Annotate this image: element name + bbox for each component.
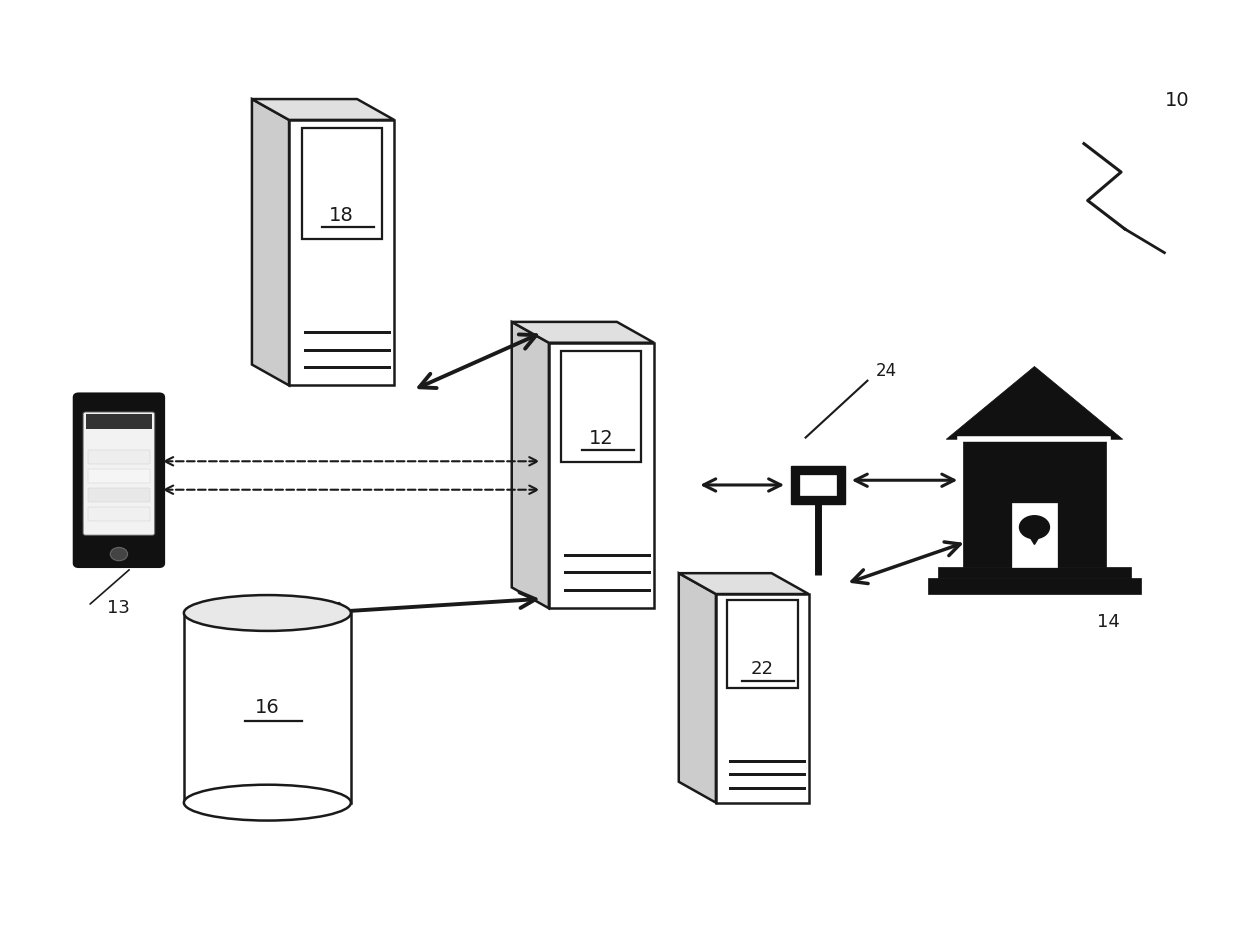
Polygon shape: [928, 578, 1141, 594]
Polygon shape: [562, 351, 641, 462]
Ellipse shape: [184, 785, 351, 821]
Polygon shape: [86, 414, 153, 430]
Polygon shape: [800, 475, 836, 495]
Polygon shape: [963, 439, 1106, 567]
Text: 24: 24: [875, 362, 897, 380]
Text: 18: 18: [330, 206, 353, 225]
Polygon shape: [252, 99, 394, 120]
Polygon shape: [88, 450, 150, 464]
Polygon shape: [88, 488, 150, 502]
Text: 10: 10: [1164, 91, 1189, 110]
Polygon shape: [252, 99, 289, 385]
Polygon shape: [549, 342, 653, 609]
Polygon shape: [88, 507, 150, 521]
Circle shape: [1019, 515, 1049, 538]
Polygon shape: [946, 366, 1122, 439]
Polygon shape: [1012, 503, 1058, 567]
Polygon shape: [727, 600, 797, 688]
Polygon shape: [791, 466, 846, 504]
Text: 16: 16: [255, 698, 280, 717]
Polygon shape: [301, 127, 382, 240]
Polygon shape: [184, 613, 351, 803]
Text: 12: 12: [589, 429, 614, 448]
Polygon shape: [678, 573, 808, 594]
FancyBboxPatch shape: [73, 394, 164, 567]
Circle shape: [110, 548, 128, 561]
Polygon shape: [678, 573, 715, 803]
Polygon shape: [512, 321, 653, 342]
Ellipse shape: [184, 595, 351, 631]
Text: 22: 22: [750, 660, 774, 678]
Text: 14: 14: [1097, 613, 1120, 631]
Polygon shape: [88, 469, 150, 483]
Text: 13: 13: [108, 599, 130, 617]
Polygon shape: [289, 120, 394, 385]
Polygon shape: [1025, 530, 1043, 544]
Polygon shape: [512, 321, 549, 609]
Polygon shape: [937, 567, 1131, 578]
Polygon shape: [715, 594, 808, 803]
FancyBboxPatch shape: [83, 412, 155, 535]
